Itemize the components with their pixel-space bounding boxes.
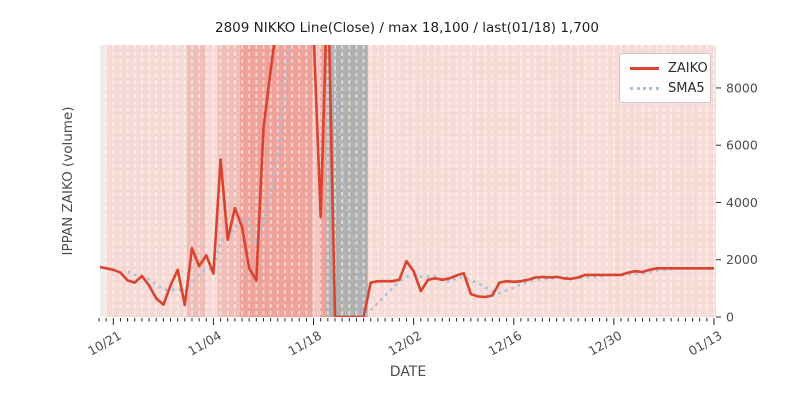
y-tick-label: 8000 <box>726 80 758 95</box>
y-tick-label: 0 <box>726 310 734 325</box>
band-region <box>239 45 313 317</box>
legend-label-zaiko: ZAIKO <box>668 60 708 76</box>
x-tick-label: 12/30 <box>586 328 625 359</box>
band-region <box>312 45 320 317</box>
band-region <box>205 45 218 317</box>
y-tick-label: 4000 <box>726 195 758 210</box>
x-tick-label: 12/16 <box>486 328 525 359</box>
x-tick-label: 11/04 <box>185 328 224 359</box>
zaiko-line <box>100 45 714 317</box>
chart-title: 2809 NIKKO Line(Close) / max 18,100 / la… <box>215 20 599 36</box>
x-tick-label: 11/18 <box>285 328 324 359</box>
y-axis-label: IPPAN ZAIKO (volume) <box>60 106 76 255</box>
legend-box: ZAIKO SMA5 <box>619 53 711 103</box>
sma5-line-swatch <box>630 86 659 90</box>
x-tick-label: 01/13 <box>686 328 725 359</box>
x-axis-ticks: 10/21 11/04 11/18 12/02 12/16 12/30 01/13 <box>85 318 725 359</box>
x-tick-label: 10/21 <box>85 328 124 359</box>
y-tick-label: 6000 <box>726 138 758 153</box>
x-axis-label: DATE <box>390 364 426 380</box>
y-axis-ticks: 0 2000 4000 6000 8000 <box>716 80 758 325</box>
y-tick-label: 2000 <box>726 252 758 267</box>
legend-item-sma5: SMA5 <box>620 82 710 95</box>
legend-label-sma5: SMA5 <box>668 80 705 96</box>
legend-item-zaiko: ZAIKO <box>620 62 710 75</box>
x-tick-label: 12/02 <box>385 328 424 359</box>
background-bands <box>106 45 716 317</box>
zaiko-line-swatch <box>630 66 659 70</box>
band-region <box>319 45 327 317</box>
data-lines <box>100 45 714 317</box>
